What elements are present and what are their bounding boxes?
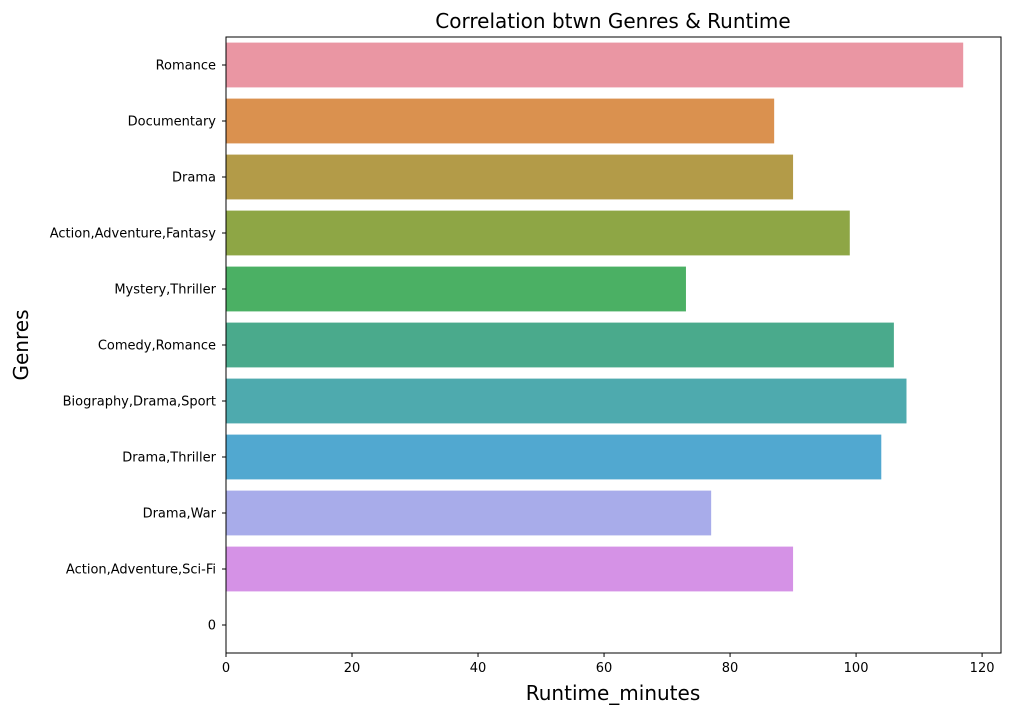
y-tick-label: Mystery,Thriller [114, 283, 216, 298]
x-tick-label: 20 [344, 661, 361, 676]
bar [226, 98, 775, 144]
y-tick-label: Documentary [128, 115, 217, 130]
y-tick-label: Drama,War [143, 507, 217, 522]
bars-layer [226, 42, 964, 592]
plot-frame [225, 36, 1002, 654]
bar [226, 154, 794, 200]
y-tick-label: Action,Adventure,Sci-Fi [66, 563, 216, 578]
x-tick-label: 80 [722, 661, 739, 676]
chart-title: Correlation btwn Genres & Runtime [435, 9, 790, 33]
x-axis: 0 20 40 60 80 100 120 [222, 653, 995, 676]
bar [226, 266, 686, 312]
y-tick-label: Action,Adventure,Fantasy [50, 227, 217, 242]
bar [226, 210, 850, 256]
y-tick-label: Biography,Drama,Sport [63, 395, 216, 410]
y-tick-label: 0 [208, 619, 216, 634]
y-tick-label: Drama [172, 171, 216, 186]
bar [226, 378, 907, 424]
x-axis-label: Runtime_minutes [526, 681, 701, 705]
y-tick-label: Romance [156, 59, 216, 74]
y-axis: Romance Documentary Drama Action,Adventure,… [50, 59, 226, 634]
x-tick-label: 40 [470, 661, 487, 676]
bar [226, 322, 894, 368]
bar [226, 434, 882, 480]
bar [226, 546, 794, 592]
y-tick-label: Comedy,Romance [98, 339, 216, 354]
bar [226, 490, 712, 536]
x-tick-label: 0 [222, 661, 230, 676]
y-axis-label: Genres [9, 310, 33, 381]
x-tick-label: 120 [970, 661, 995, 676]
x-tick-label: 100 [844, 661, 869, 676]
x-tick-label: 60 [596, 661, 613, 676]
bar [226, 42, 964, 88]
y-tick-label: Drama,Thriller [122, 451, 216, 466]
